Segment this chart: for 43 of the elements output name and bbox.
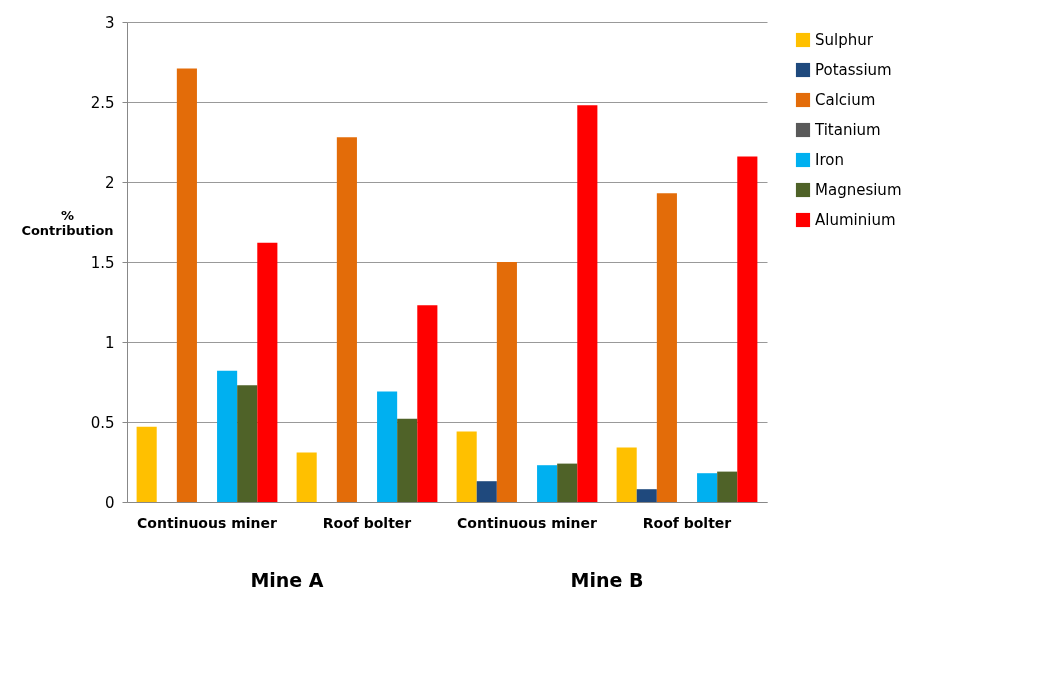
x-tick-label: Roof bolter [322, 514, 412, 531]
bar [136, 426, 157, 502]
bar [717, 471, 738, 502]
bar [636, 489, 657, 502]
bar [616, 447, 637, 502]
bar [336, 137, 357, 502]
y-tick-label: 2 [104, 173, 115, 192]
legend-label: Magnesium [815, 181, 902, 199]
legend-label: Iron [815, 151, 844, 169]
x-tick-label: Continuous miner [137, 514, 277, 531]
bar [537, 465, 558, 502]
legend-label: Potassium [815, 61, 892, 79]
bar [656, 193, 677, 502]
x-tick-label: Roof bolter [642, 514, 732, 531]
bar [237, 385, 258, 502]
bar [476, 481, 497, 502]
bar [456, 431, 477, 502]
bar [217, 370, 238, 502]
bar [737, 156, 758, 502]
legend-label: Aluminium [815, 211, 896, 229]
bar [377, 391, 398, 502]
bar [577, 105, 598, 502]
legend-label: Calcium [815, 91, 876, 109]
bar [417, 305, 438, 502]
y-tick-label: 1.5 [90, 253, 115, 272]
text: Mine A [250, 569, 324, 591]
y-tick-label: 3 [104, 13, 115, 32]
bar [296, 452, 317, 502]
legend-label: Titanium [814, 121, 881, 139]
bar [257, 242, 278, 502]
text: Mine B [570, 569, 644, 591]
legend-label: Sulphur [815, 31, 874, 49]
y-tick-label: 1 [104, 333, 115, 352]
y-tick-label: 0 [104, 493, 115, 512]
y-axis-title: % Contribution [21, 207, 114, 238]
y-tick-label: 0.5 [90, 413, 115, 432]
bar [697, 473, 718, 502]
y-tick-label: 2.5 [90, 93, 115, 112]
bar [397, 418, 418, 502]
x-tick-label: Continuous miner [457, 514, 597, 531]
bar [557, 463, 578, 502]
bar [176, 68, 197, 502]
bar [496, 262, 517, 502]
